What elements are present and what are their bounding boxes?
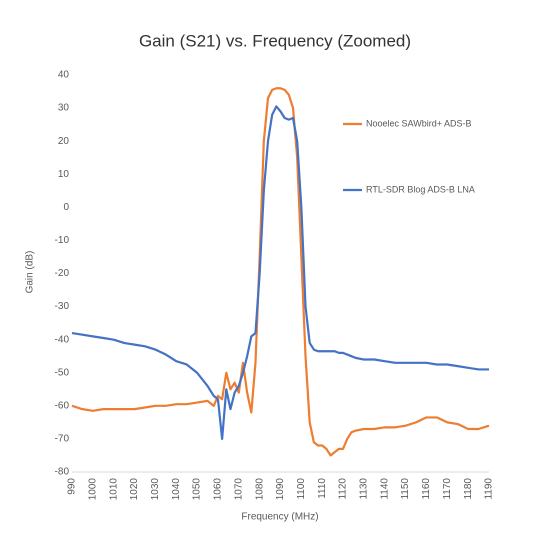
x-tick-label: 1100 — [296, 478, 307, 500]
y-tick-label: -10 — [55, 235, 70, 246]
y-tick-label: -80 — [55, 467, 70, 478]
legend-label: Nooelec SAWbird+ ADS-B — [366, 118, 471, 128]
y-tick-label: 40 — [58, 70, 70, 81]
x-axis-title: Frequency (MHz) — [241, 512, 318, 523]
y-tick-label: -40 — [55, 334, 70, 345]
y-tick-label: -60 — [55, 400, 70, 411]
x-tick-label: 1070 — [233, 478, 244, 501]
x-tick-label: 1190 — [484, 478, 495, 500]
x-tick-label: 1000 — [87, 478, 98, 501]
x-tick-label: 1090 — [275, 478, 286, 501]
x-tick-label: 1120 — [338, 478, 349, 500]
y-tick-label: 20 — [58, 136, 70, 147]
x-tick-label: 1020 — [129, 478, 140, 501]
x-tick-label: 1130 — [359, 478, 370, 500]
x-tick-label: 1010 — [108, 478, 119, 501]
y-axis-title: Gain (dB) — [25, 251, 36, 294]
x-tick-label: 1060 — [213, 478, 224, 501]
x-tick-label: 1180 — [463, 478, 474, 500]
y-tick-label: 10 — [58, 169, 70, 180]
series-line — [71, 105, 489, 441]
x-tick-label: 1140 — [379, 478, 390, 500]
series-line — [71, 87, 490, 457]
y-tick-label: -50 — [55, 367, 70, 378]
x-tick-label: 990 — [67, 478, 78, 495]
y-tick-label: -20 — [55, 268, 70, 279]
y-tick-label: 30 — [58, 103, 70, 114]
legend-label: RTL-SDR Blog ADS-B LNA — [366, 184, 475, 194]
x-tick-label: 1150 — [400, 478, 411, 500]
x-tick-label: 1170 — [442, 478, 453, 500]
chart-title: Gain (S21) vs. Frequency (Zoomed) — [139, 31, 411, 50]
x-tick-label: 1080 — [254, 478, 265, 501]
x-tick-label: 1160 — [421, 478, 432, 500]
x-tick-label: 1110 — [317, 478, 328, 499]
y-tick-label: -30 — [55, 301, 70, 312]
y-tick-label: 0 — [63, 202, 69, 213]
x-tick-label: 1050 — [192, 478, 203, 501]
y-tick-label: -70 — [55, 434, 70, 445]
x-tick-label: 1040 — [171, 478, 182, 501]
x-tick-label: 1030 — [150, 478, 161, 501]
